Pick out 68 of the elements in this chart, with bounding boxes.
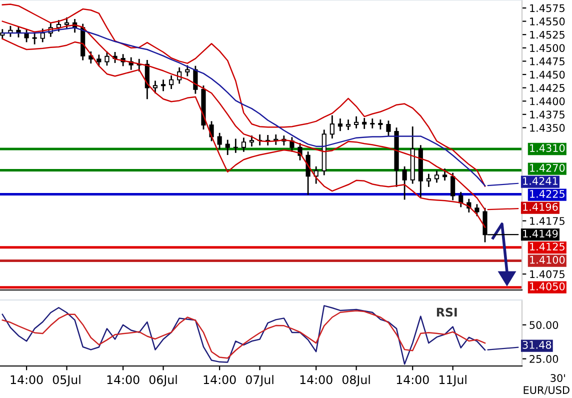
x-tick-label: 08Jul xyxy=(342,375,370,386)
candlestick xyxy=(233,138,238,153)
candlestick xyxy=(160,80,166,92)
x-tick-label: 05Jul xyxy=(52,375,80,386)
candlestick xyxy=(104,51,110,66)
candlestick xyxy=(474,204,480,216)
ref-line-label: 1.4225 xyxy=(530,190,564,198)
candlestick xyxy=(330,115,334,139)
candlestick xyxy=(426,174,431,187)
candlestick xyxy=(249,136,254,146)
candlestick xyxy=(450,172,456,200)
data-label: 31.48 xyxy=(522,340,552,349)
x-tick-label: 07Jul xyxy=(246,375,274,386)
x-tick-label: 11Jul xyxy=(439,375,466,386)
y-tick-label: 1.4500 xyxy=(530,44,565,52)
candlestick xyxy=(266,134,270,146)
candlestick xyxy=(217,132,222,150)
candlestick xyxy=(96,54,102,66)
ref-line-label: 1.4270 xyxy=(530,164,565,172)
candlestick xyxy=(346,120,351,130)
text: 1.4149 xyxy=(523,230,558,238)
candlestick xyxy=(40,28,45,42)
y-tick-label: 1.4075 xyxy=(530,270,564,278)
x-tick-label: 14:00 xyxy=(204,375,236,384)
ref-line-label: 1.4310 xyxy=(530,144,565,152)
candlestick xyxy=(241,138,246,152)
x-tick-label: 14:00 xyxy=(396,375,429,384)
candlestick xyxy=(442,168,448,181)
candlestick xyxy=(169,75,174,90)
candlestick xyxy=(64,17,70,28)
candlestick xyxy=(370,118,375,128)
y-tick-label: 1.4475 xyxy=(530,58,564,66)
candlestick xyxy=(225,140,230,156)
x-tick-label: 14:00 xyxy=(300,375,332,384)
y-tick-label: 50.00 xyxy=(530,321,558,329)
y-tick-label: 1.4525 xyxy=(530,30,564,39)
y-tick-label: 25.00 xyxy=(530,355,558,363)
y-tick-label: 1.4350 xyxy=(530,124,565,132)
x-tick-label: 06Jul xyxy=(149,375,177,386)
candlestick xyxy=(354,116,359,128)
text: EUR/USD xyxy=(524,386,570,395)
y-tick-label: 1.4375 xyxy=(530,110,564,119)
candlestick xyxy=(185,65,190,76)
ref-line-label: 1.4050 xyxy=(530,282,565,290)
candlestick xyxy=(152,80,158,94)
candlestick xyxy=(378,120,383,130)
ref-line-label: 1.4100 xyxy=(530,256,565,264)
candlestick xyxy=(434,170,440,183)
candlestick xyxy=(386,120,391,136)
candlestick xyxy=(402,166,407,200)
text: 30' xyxy=(550,374,566,382)
y-tick-label: 1.4450 xyxy=(530,70,565,79)
ref-line-label: 1.4125 xyxy=(530,242,564,251)
y-tick-label: 1.4575 xyxy=(530,4,564,12)
candlestick xyxy=(32,33,37,44)
y-tick-label: 1.4550 xyxy=(530,18,565,26)
data-label: 1.4196 xyxy=(523,202,558,211)
x-tick-label: 14:00 xyxy=(107,375,140,384)
candlestick xyxy=(362,118,367,129)
candlestick xyxy=(24,29,29,42)
candlestick xyxy=(290,137,294,152)
data-label: 1.4241 xyxy=(523,176,558,185)
annotation: RSI xyxy=(436,308,457,317)
y-tick-label: 1.4425 xyxy=(530,84,564,92)
y-tick-label: 1.4400 xyxy=(530,97,565,106)
candlestick xyxy=(338,118,343,132)
y-tick-label: 1.4175 xyxy=(530,217,564,225)
x-tick-label: 14:00 xyxy=(10,375,43,384)
